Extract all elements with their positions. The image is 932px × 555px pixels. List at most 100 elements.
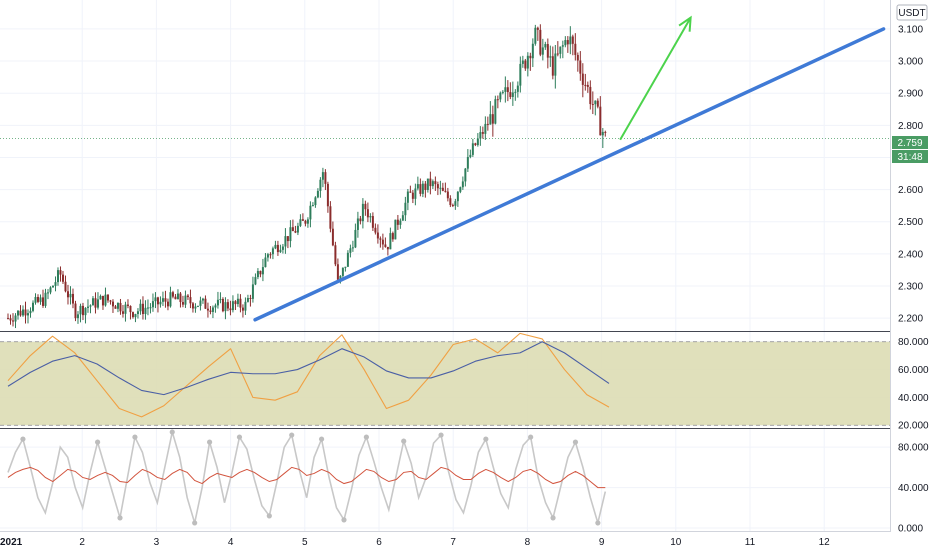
candle-body: [556, 53, 559, 55]
candle-body: [416, 184, 419, 189]
candle-body: [394, 219, 397, 240]
time-axis[interactable]: 2021 2 3 4 5 6 7 8 9 10 11 12: [0, 537, 830, 548]
candle-body: [161, 298, 164, 302]
oscillator-dot: [266, 513, 272, 519]
stoch-band-layer: [0, 341, 890, 426]
candle-body: [254, 277, 257, 285]
oscillator-dot: [528, 434, 534, 440]
oscillator-dot: [206, 439, 213, 445]
candle-body: [236, 298, 239, 305]
candle-body: [461, 181, 464, 188]
candle-body: [599, 106, 602, 136]
candle-body: [571, 36, 574, 44]
candle-body: [49, 287, 52, 293]
countdown-value: 31:48: [897, 152, 922, 163]
candle-body: [136, 311, 139, 315]
candle-body: [371, 216, 374, 228]
candle-body: [489, 114, 492, 125]
candle-body: [104, 294, 107, 306]
candle-body: [449, 198, 452, 205]
candle-body: [219, 298, 222, 300]
candle-body: [176, 293, 179, 300]
candle-body: [469, 154, 472, 158]
drawings-layer[interactable]: [253, 15, 886, 322]
candle-body: [154, 297, 157, 302]
price-axis[interactable]: 3.1003.0002.9002.8002.7002.6002.5002.400…: [898, 24, 929, 534]
candle-body: [246, 297, 249, 302]
price-tick-label: 2.400: [898, 249, 923, 260]
candle-body: [544, 44, 547, 48]
candle-body: [56, 270, 59, 283]
candle-body: [584, 84, 587, 86]
candle-body: [376, 232, 379, 239]
candle-body: [494, 99, 497, 124]
currency-badge[interactable]: [896, 4, 928, 21]
candle-body: [96, 299, 99, 308]
candle-body: [329, 206, 332, 229]
candle-body: [224, 302, 227, 312]
candle-body: [91, 298, 94, 306]
candle-body: [71, 293, 74, 304]
candle-body: [201, 298, 204, 301]
candle-body: [414, 188, 417, 199]
arrow-head[interactable]: [678, 15, 692, 32]
candle-body: [9, 318, 12, 321]
candle-body: [289, 227, 292, 242]
candle-body: [539, 29, 542, 55]
candle-body: [541, 47, 544, 55]
candle-body: [74, 303, 77, 319]
candle-body: [421, 183, 424, 194]
candle-body: [574, 43, 577, 55]
candle-body: [54, 282, 57, 286]
candle-body: [191, 303, 194, 309]
trendline[interactable]: [253, 27, 886, 322]
time-tick-label: 6: [376, 537, 382, 548]
oscillator-line: [7, 431, 607, 527]
candle-body: [44, 292, 47, 306]
candle-body: [16, 310, 19, 316]
candle-body: [66, 291, 69, 298]
candle-body: [411, 192, 414, 199]
candle-body: [26, 313, 29, 316]
time-tick-label: 12: [819, 537, 831, 548]
stoch-d-line: [7, 341, 610, 396]
candle-body: [281, 246, 284, 250]
candle-body: [76, 314, 79, 319]
candle-body: [14, 315, 17, 322]
candle-body: [156, 297, 159, 305]
candle-body: [396, 219, 399, 225]
osc-tick-label: 0.000: [898, 523, 923, 534]
candle-body: [39, 297, 42, 302]
candle-body: [264, 257, 267, 268]
candle-body: [491, 114, 494, 124]
candle-body: [101, 295, 104, 306]
candle-body: [59, 270, 62, 275]
candle-body: [379, 238, 382, 240]
candle-body: [166, 301, 169, 307]
price-axis-bg[interactable]: [890, 0, 932, 550]
candle-body: [251, 284, 254, 299]
candle-body: [499, 92, 502, 100]
candle-body: [496, 99, 499, 101]
oscillator-dot: [192, 520, 198, 526]
candle-body: [536, 27, 539, 30]
candle-body: [576, 54, 579, 61]
arrow-shaft[interactable]: [619, 17, 692, 141]
price-tick-label: 2.300: [898, 282, 923, 293]
candle-body: [241, 307, 244, 311]
candle-body: [471, 143, 474, 155]
candle-body: [64, 281, 67, 292]
candle-body: [481, 132, 484, 134]
candle-body: [534, 27, 537, 44]
oscillator-dot: [318, 436, 325, 442]
candle-body: [444, 190, 447, 192]
candle-body: [509, 92, 512, 97]
candle-body: [139, 303, 142, 312]
candle-body: [511, 92, 514, 97]
candles-layer: [7, 24, 607, 329]
candle-body: [194, 306, 197, 309]
candle-body: [146, 307, 149, 309]
candle-body: [79, 305, 82, 315]
